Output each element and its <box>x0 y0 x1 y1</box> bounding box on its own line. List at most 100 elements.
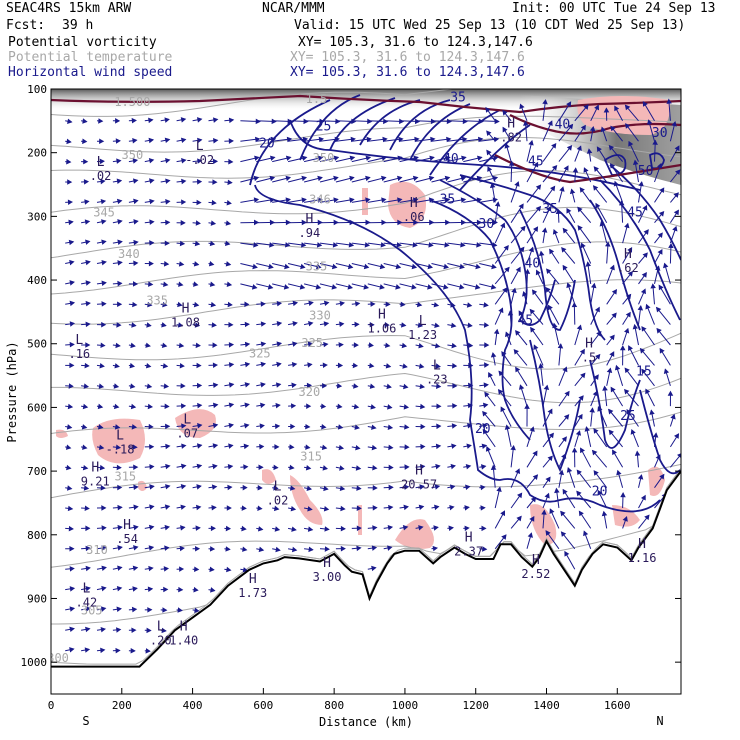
wind-arrow-head <box>381 155 388 161</box>
wind-arrow-head <box>420 443 426 450</box>
wind-arrow-head <box>549 508 555 515</box>
wind-arrow-head <box>613 180 619 187</box>
wind-arrow-head <box>212 463 218 470</box>
wind-arrow-head <box>101 219 107 225</box>
wind-arrow-head <box>67 403 74 410</box>
wind-arrow-head <box>466 443 472 449</box>
wind-arrow-head <box>484 362 490 368</box>
wind-arrow-head <box>625 311 631 318</box>
wind-arrow-head <box>583 167 589 173</box>
wind-arrow-head <box>354 301 361 307</box>
x-tick-label: 1600 <box>604 699 631 712</box>
wind-arrow-head <box>243 464 249 470</box>
wind-arrow-head <box>486 149 492 156</box>
wind-arrow-head <box>163 261 170 267</box>
wind-arrow-head <box>181 443 187 449</box>
wind-arrow-head <box>284 242 291 248</box>
wind-arrow-head <box>133 484 139 490</box>
wind-arrow-head <box>194 240 201 247</box>
wind-arrow-head <box>257 526 264 532</box>
wind-arrow-head <box>387 404 393 410</box>
terrain <box>51 470 681 694</box>
wind-arrow-head <box>165 178 171 184</box>
isentrope-label: 345 <box>93 205 115 219</box>
wind-arrow-head <box>641 272 647 278</box>
wind-arrow-head <box>322 383 328 389</box>
wind-arrow-head <box>566 467 573 473</box>
wind-arrow-head <box>593 428 599 434</box>
wind-arrow-head <box>529 516 535 522</box>
wind-arrow-head <box>461 136 468 143</box>
wind-arrow-head <box>524 268 531 274</box>
wind-arrow-head <box>459 284 465 290</box>
wind-arrow-head <box>164 524 171 531</box>
pv-extremum-type: L <box>433 359 441 374</box>
isentrope-label: 350 <box>122 148 144 162</box>
wind-arrow-head <box>165 443 171 450</box>
wind-arrow-head <box>197 423 203 429</box>
wind-arrow-head <box>339 465 345 471</box>
wind-arrow-head <box>411 263 418 270</box>
wind-arrow-head <box>164 137 171 144</box>
wind-arrow-head <box>371 444 378 451</box>
wind-arrow-head <box>338 342 344 348</box>
wind-arrow-head <box>148 137 155 144</box>
wind-arrow-head <box>316 242 323 248</box>
wind-arrow-head <box>402 363 408 369</box>
wind-arrow-head <box>164 504 171 510</box>
pv-patch <box>648 466 665 496</box>
wind-arrow-head <box>339 321 345 328</box>
wind-arrow-head <box>131 627 137 633</box>
pv-contours <box>51 94 681 184</box>
wind-arrow-head <box>435 443 442 450</box>
wind-arrow-head <box>496 486 502 492</box>
wind-arrow-head <box>291 361 298 368</box>
wind-arrow-head <box>130 403 137 410</box>
wind-arrow-head <box>100 342 106 348</box>
wind-arrow-head <box>178 281 184 287</box>
pv-extremum-type: H <box>638 537 646 552</box>
wind-arrow-head <box>589 407 595 413</box>
wind-arrow-head <box>365 219 371 226</box>
wind-speed-label: 35 <box>542 202 558 217</box>
wind-arrow-head <box>532 474 539 480</box>
wind-arrow-head <box>316 263 322 270</box>
isentrope-label: 315 <box>114 470 136 484</box>
wind-arrow-head <box>502 126 508 133</box>
wind-arrow-head <box>226 566 232 573</box>
wind-arrow-head <box>434 343 441 349</box>
wind-arrow-head <box>503 244 509 251</box>
wind-arrow-head <box>337 424 344 430</box>
wind-contour <box>409 103 471 161</box>
wind-arrow-head <box>597 489 603 496</box>
wind-arrow-head <box>677 453 681 459</box>
wind-arrow-head <box>225 546 231 552</box>
wind-arrow-head <box>449 504 455 511</box>
wind-arrow-head <box>418 525 424 531</box>
wind-arrow-head <box>450 322 457 329</box>
wind-arrow-head <box>101 565 107 572</box>
wind-arrow-head <box>429 219 435 226</box>
wind-arrow-head <box>600 126 606 133</box>
wind-arrow-head <box>531 289 538 296</box>
wind-arrow-head <box>252 263 258 270</box>
wind-arrow-head <box>430 136 436 143</box>
wind-arrow-head <box>461 155 467 161</box>
wind-arrow-head <box>577 225 583 231</box>
wind-arrow-head <box>366 136 372 143</box>
wind-contour <box>589 199 641 331</box>
pv-contour-top <box>51 94 681 114</box>
wind-arrow-head <box>195 504 202 511</box>
wind-arrow-head <box>443 263 450 270</box>
wind-arrow-head <box>101 321 107 328</box>
wind-arrow-head <box>554 487 560 494</box>
wind-arrow-head <box>268 263 274 270</box>
wind-arrow-head <box>260 301 266 307</box>
wind-arrow-head <box>397 197 403 203</box>
wind-arrow-head <box>576 469 582 476</box>
wind-arrow-head <box>497 388 504 395</box>
wind-arrow-head <box>308 300 314 307</box>
wind-arrow-head <box>535 184 542 190</box>
wind-arrow-head <box>99 158 105 165</box>
wind-arrow-head <box>564 390 570 397</box>
